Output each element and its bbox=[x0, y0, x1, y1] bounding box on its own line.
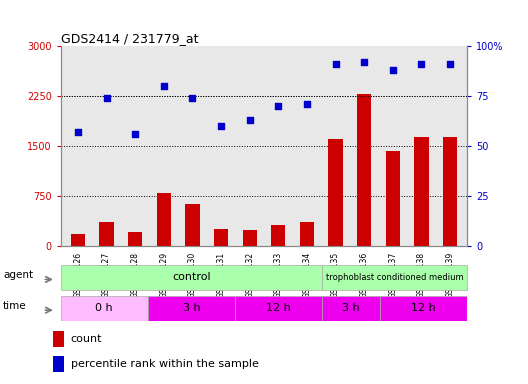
Bar bbox=[242, 230, 257, 246]
Bar bbox=[53, 356, 64, 372]
Point bbox=[102, 95, 111, 101]
Text: GDS2414 / 231779_at: GDS2414 / 231779_at bbox=[61, 32, 198, 45]
Bar bbox=[61, 296, 148, 321]
Point bbox=[417, 61, 426, 67]
Bar bbox=[322, 265, 467, 290]
Point bbox=[389, 67, 397, 73]
Point bbox=[217, 123, 225, 129]
Point bbox=[360, 59, 369, 65]
Point bbox=[246, 117, 254, 123]
Bar bbox=[128, 232, 143, 246]
Point bbox=[303, 101, 311, 107]
Text: time: time bbox=[3, 301, 26, 311]
Bar bbox=[185, 205, 200, 246]
Point bbox=[274, 103, 282, 109]
Text: 3 h: 3 h bbox=[342, 303, 360, 313]
Bar bbox=[380, 296, 467, 321]
Bar bbox=[71, 234, 85, 246]
Point bbox=[131, 131, 139, 137]
Bar bbox=[322, 296, 380, 321]
Bar bbox=[61, 265, 322, 290]
Bar bbox=[357, 94, 371, 246]
Text: control: control bbox=[172, 272, 211, 283]
Point bbox=[188, 95, 196, 101]
Bar bbox=[300, 222, 314, 246]
Text: agent: agent bbox=[3, 270, 33, 280]
Bar bbox=[271, 225, 286, 246]
Text: 3 h: 3 h bbox=[183, 303, 200, 313]
Point bbox=[74, 129, 82, 135]
Point bbox=[332, 61, 340, 67]
Text: 12 h: 12 h bbox=[266, 303, 291, 313]
Bar bbox=[414, 137, 429, 246]
Text: percentile rank within the sample: percentile rank within the sample bbox=[71, 359, 259, 369]
Text: 12 h: 12 h bbox=[411, 303, 436, 313]
Bar bbox=[214, 229, 228, 246]
Bar bbox=[148, 296, 235, 321]
Text: count: count bbox=[71, 334, 102, 344]
Bar bbox=[99, 222, 114, 246]
Bar bbox=[385, 151, 400, 246]
Text: 0 h: 0 h bbox=[96, 303, 113, 313]
Bar bbox=[328, 139, 343, 246]
Bar bbox=[443, 137, 457, 246]
Point bbox=[446, 61, 454, 67]
Bar bbox=[157, 193, 171, 246]
Text: trophoblast conditioned medium: trophoblast conditioned medium bbox=[326, 273, 464, 282]
Bar bbox=[235, 296, 322, 321]
Bar bbox=[53, 331, 64, 348]
Point bbox=[159, 83, 168, 89]
